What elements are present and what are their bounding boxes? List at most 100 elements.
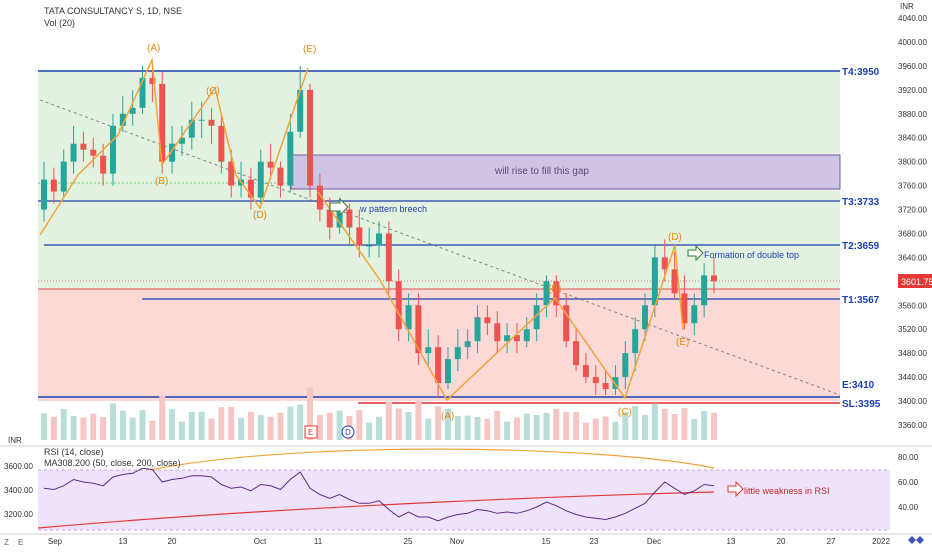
candle-body (218, 125, 225, 162)
volume-bar (267, 416, 274, 440)
x-axis-label: 23 (590, 537, 599, 546)
volume-bar (356, 410, 363, 440)
volume-bar (366, 422, 373, 440)
candle-body (297, 89, 304, 132)
volume-bar (208, 418, 215, 440)
volume-bar (326, 412, 333, 440)
volume-bar (129, 417, 136, 440)
volume-bars (41, 387, 717, 440)
rsi-left-tick: 3400.00 (4, 486, 33, 495)
volume-bar (563, 412, 570, 440)
candle-body (326, 209, 333, 228)
volume-bar (119, 410, 126, 440)
candle-body (395, 281, 402, 330)
dividend-marker[interactable] (341, 425, 355, 439)
volume-bar (139, 410, 146, 440)
candle-body (632, 329, 639, 354)
wave-label-d2: (D) (668, 232, 682, 243)
currency-label: INR (900, 2, 914, 11)
volume-bar (316, 415, 323, 440)
earnings-marker[interactable] (304, 425, 318, 439)
price-tick: 3880.00 (898, 110, 927, 119)
candle-body (592, 377, 599, 384)
candle-body (691, 305, 698, 324)
candle-body (681, 293, 688, 324)
volume-bar (198, 411, 205, 440)
price-tick: 3760.00 (898, 182, 927, 191)
candle-body (208, 119, 215, 126)
x-axis-label: 13 (119, 537, 128, 546)
candle-body (711, 275, 717, 282)
rsi-band (38, 470, 890, 530)
volume-bar (70, 416, 77, 440)
volume-bar (109, 403, 116, 440)
rsi-left-axis: 3600.00 3400.00 3200.00 (4, 462, 33, 519)
volume-bar (238, 417, 245, 440)
volume-bar (494, 410, 501, 440)
volume-bar (405, 412, 412, 440)
wave-label-d1: (D) (253, 210, 267, 221)
ma50-line (149, 448, 715, 471)
wave-label-c2: (C) (618, 407, 632, 418)
t3-label: T3:3733 (842, 197, 880, 208)
candle-body (405, 305, 412, 330)
volume-bar (661, 408, 668, 440)
candle-body (582, 365, 589, 378)
t1-label: T1:3567 (842, 295, 880, 306)
candle-body (543, 281, 550, 306)
volume-bar (553, 408, 560, 440)
volume-bar (651, 403, 658, 440)
trend-line (39, 99, 841, 396)
volume-bar (681, 408, 688, 440)
wave-label-c1: (C) (206, 86, 220, 97)
volume-bar (592, 418, 599, 440)
rsi-note-text: little weakness in RSI (744, 486, 830, 496)
pointer-icon (727, 480, 744, 498)
candle-body (188, 119, 195, 138)
price-tick: 4040.00 (898, 14, 927, 23)
candle-body (346, 209, 353, 228)
rsi-line (43, 467, 715, 522)
volume-bar (504, 421, 511, 440)
sl-label: SL:3395 (842, 399, 881, 410)
volume-bar (60, 409, 67, 440)
volume-bar (632, 406, 639, 440)
candle-body (425, 347, 432, 354)
candle-body (651, 257, 658, 306)
candle-body (336, 209, 343, 228)
price-tick: 3520.00 (898, 325, 927, 334)
candle-body (198, 119, 205, 121)
volume-bar (701, 411, 708, 440)
w-pattern-text: w pattern breech (359, 204, 427, 214)
zoom-icon[interactable]: Z (4, 538, 9, 547)
candle-body (612, 377, 619, 390)
volume-bar (582, 422, 589, 440)
x-axis-label: 25 (404, 537, 413, 546)
candle-body (100, 155, 107, 174)
volume-bar (277, 412, 284, 440)
volume-bar (513, 417, 520, 440)
event-icon[interactable]: E (18, 538, 23, 547)
candle-body (129, 107, 136, 114)
candle-body (90, 149, 97, 156)
candle-body (533, 305, 540, 330)
volume-bar (435, 406, 442, 440)
candle-body (474, 317, 481, 342)
candle-body (701, 275, 708, 306)
volume-bar (474, 417, 481, 440)
wave-label-a1: (A) (147, 43, 160, 54)
price-tick: 3480.00 (898, 349, 927, 358)
candle-body (257, 161, 264, 198)
price-tick: 3680.00 (898, 229, 927, 238)
candle-body (307, 89, 314, 186)
candle-body (80, 143, 87, 150)
volume-bar (691, 418, 698, 440)
volume-bar (425, 418, 432, 440)
volume-bar (533, 415, 540, 440)
candle-body (247, 179, 254, 198)
wave-line-1 (39, 57, 309, 236)
volume-bar (711, 412, 717, 440)
x-axis-label: Oct (254, 537, 267, 546)
volume-bar (80, 417, 87, 440)
candle-body (109, 125, 116, 174)
